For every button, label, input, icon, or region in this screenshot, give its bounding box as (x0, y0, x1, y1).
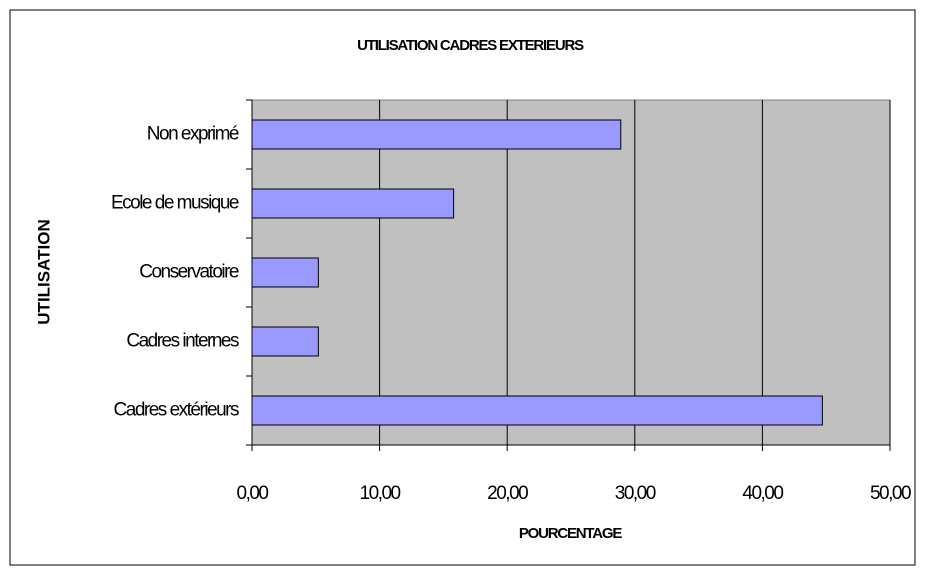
y-tick-label: Ecole de musique (111, 193, 239, 214)
bar (251, 188, 455, 219)
x-axis-label: POURCENTAGE (519, 525, 623, 542)
x-tick-label: 40,00 (742, 483, 783, 504)
y-tick-label: Non exprimé (147, 124, 239, 145)
x-tick-label: 20,00 (487, 483, 528, 504)
y-tick-label: Cadres extérieurs (114, 400, 239, 421)
bar (251, 257, 319, 288)
bar (251, 326, 319, 357)
chart-title: UTILISATION CADRES EXTERIEURS (357, 37, 584, 54)
x-tick-label: 50,00 (870, 483, 911, 504)
y-axis-label: UTILISATION (34, 219, 53, 324)
plot-area (251, 99, 891, 446)
y-tick-label: Conservatoire (139, 262, 239, 283)
x-tick-label: 0,00 (237, 483, 269, 504)
x-tick-label: 10,00 (360, 483, 401, 504)
bar (251, 119, 622, 150)
bar (251, 395, 823, 426)
x-tick-label: 30,00 (615, 483, 656, 504)
y-tick-label: Cadres internes (126, 331, 239, 352)
